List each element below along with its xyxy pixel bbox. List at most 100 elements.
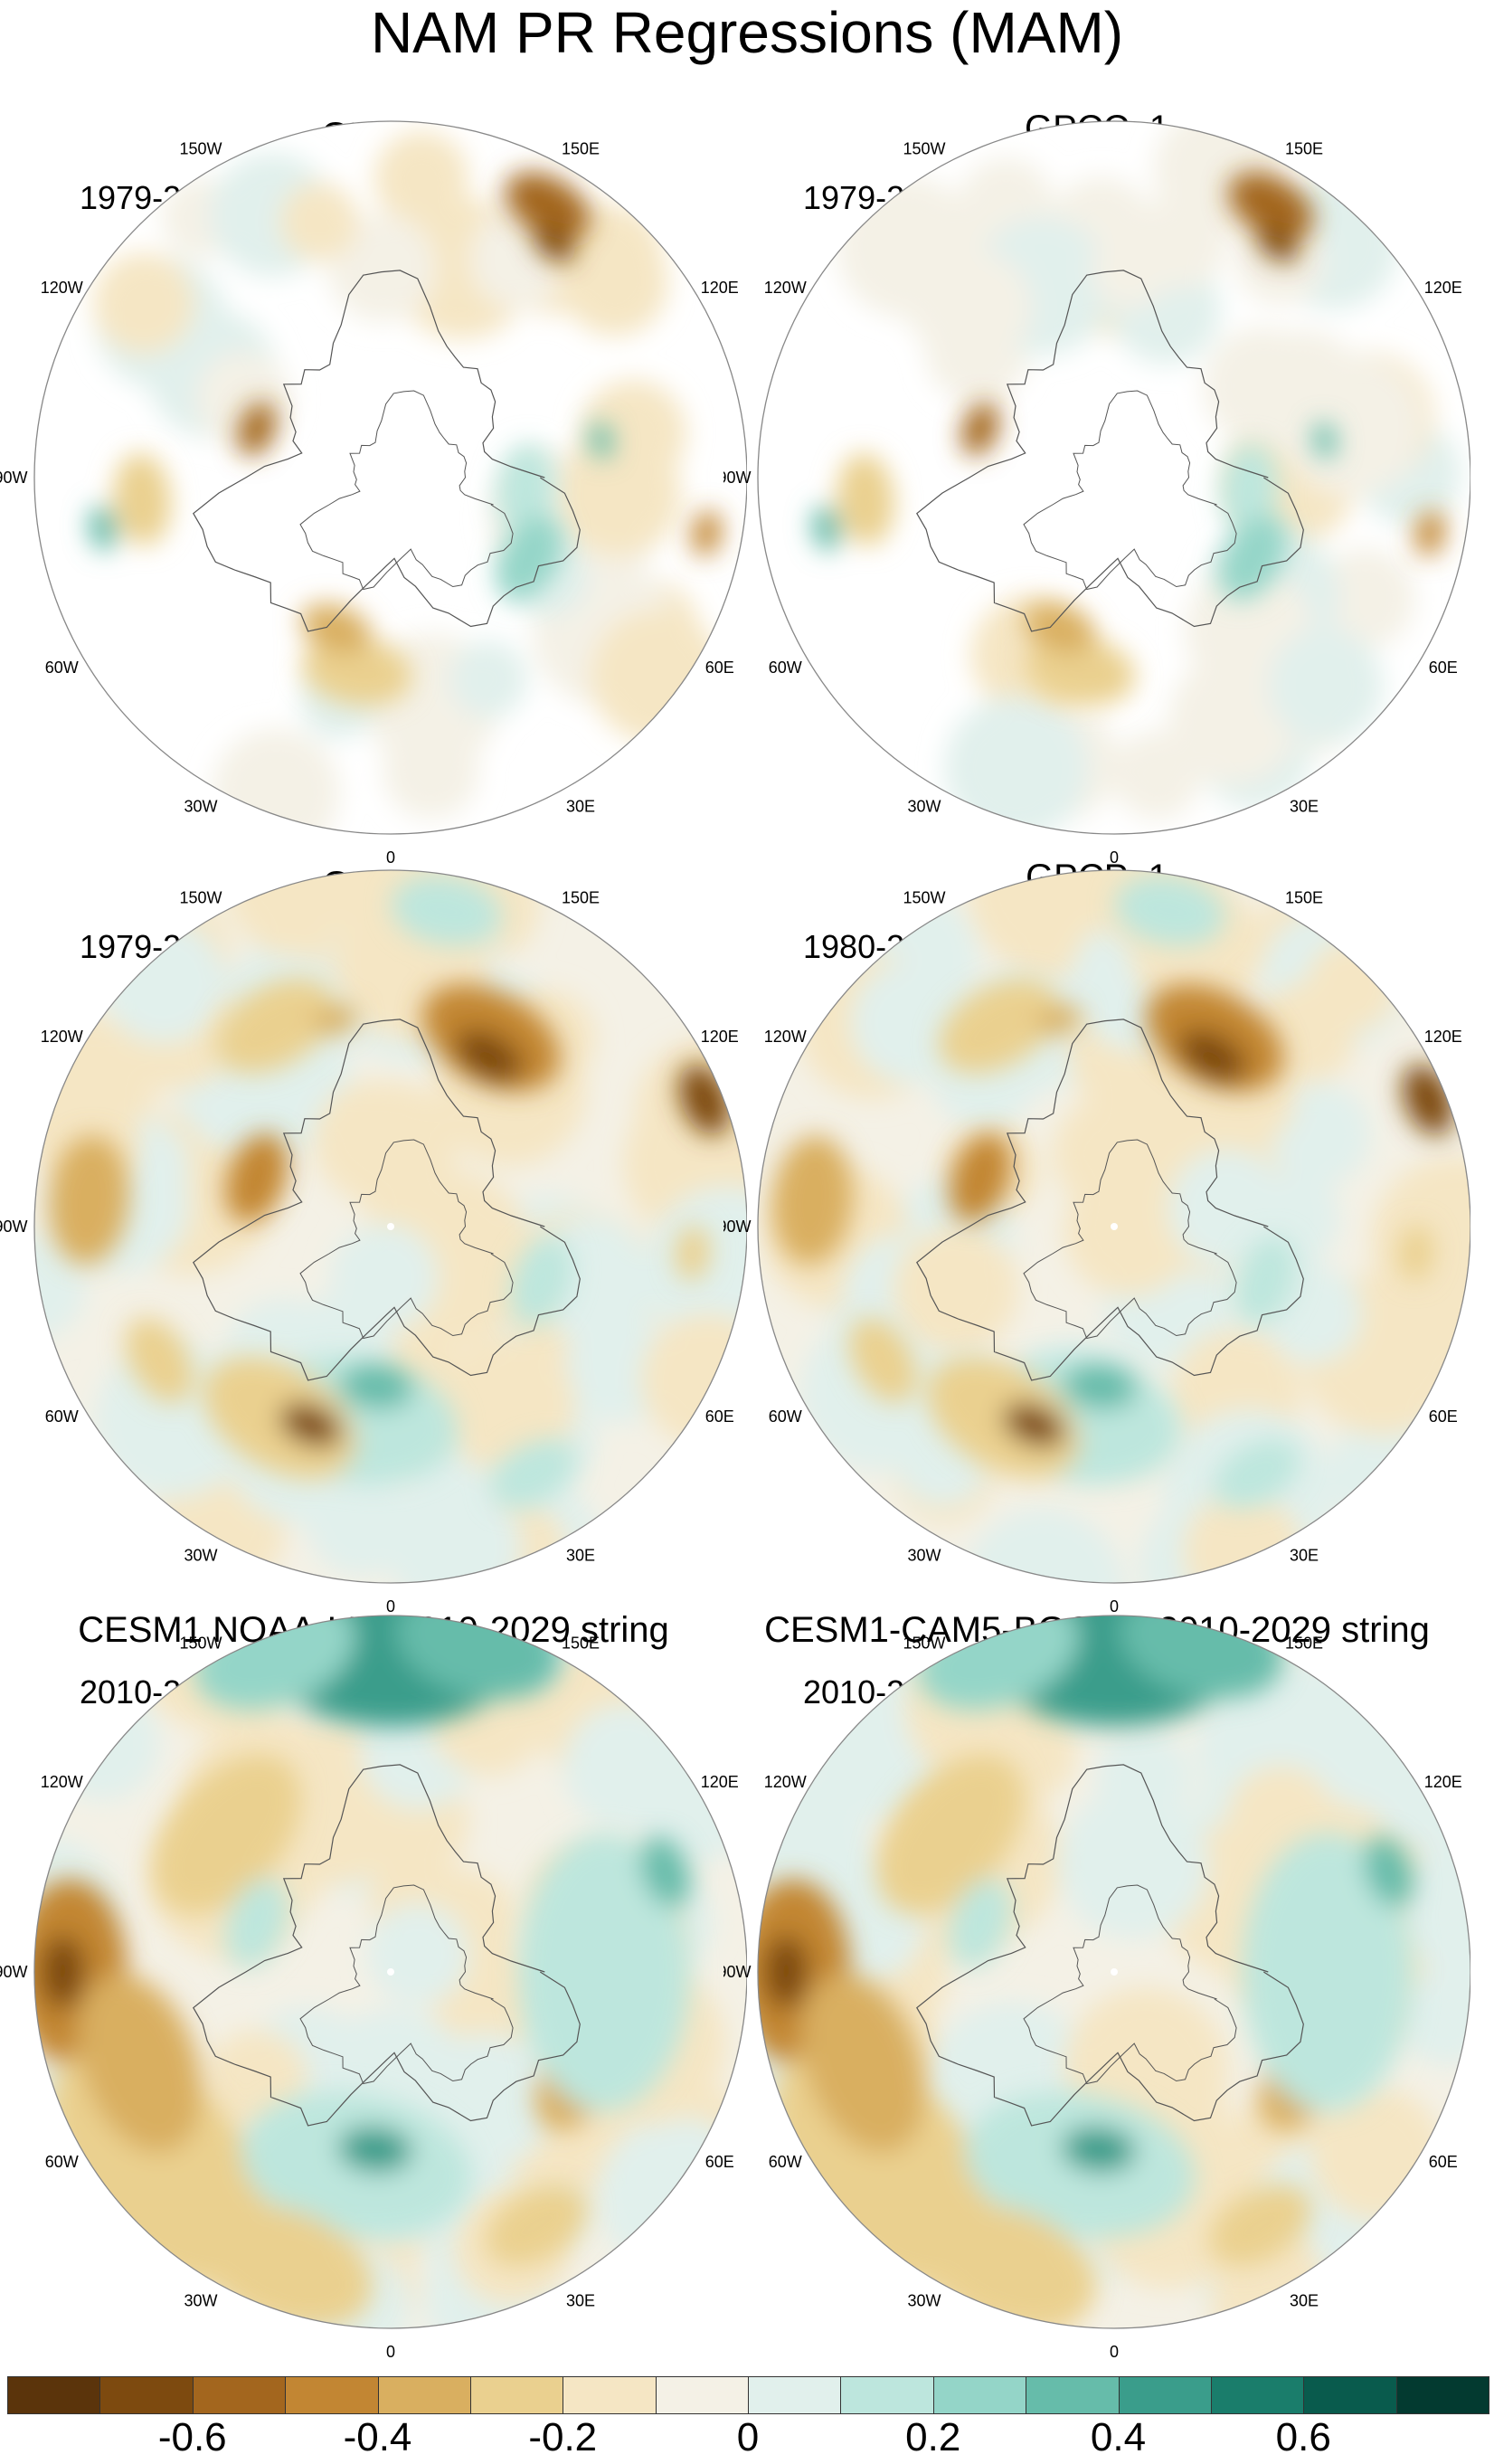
- map-field: [34, 121, 747, 834]
- anomaly-blob: [939, 978, 1058, 1074]
- lon-label: 150W: [179, 888, 222, 906]
- anomaly-blob: [640, 1836, 691, 1908]
- map-field: [34, 870, 747, 1583]
- polar-map: 180150E120E90E60E30E030W60W90W120W150W: [723, 1615, 1470, 2361]
- coastline: [916, 1019, 1304, 1381]
- anomaly-blob: [533, 226, 575, 262]
- lon-label: 60W: [769, 2153, 802, 2171]
- anomaly-blob: [225, 1132, 288, 1223]
- coastline: [1023, 390, 1237, 591]
- map-field: [758, 1616, 1470, 2328]
- field-cell: [836, 175, 979, 318]
- lon-label: 60W: [769, 659, 802, 677]
- lon-label: 120W: [764, 1773, 807, 1791]
- map-panel-gpcp: GPCP 1979-2017 180150E120E90E60E30E030W6…: [0, 865, 747, 1616]
- anomaly-blob: [125, 1317, 194, 1403]
- north-pole: [387, 474, 394, 481]
- anomaly-blob: [771, 1135, 853, 1265]
- anomaly-blob: [77, 1974, 203, 2153]
- anomaly-blob: [88, 505, 118, 552]
- field-cell: [212, 728, 340, 834]
- polar-map: 180150E120E90E60E30E030W60W90W120W150W: [0, 869, 747, 1616]
- lon-label: 150W: [179, 139, 222, 157]
- coastline: [916, 270, 1304, 632]
- lon-label: 30E: [1290, 2292, 1319, 2310]
- lon-label: 30W: [184, 2292, 217, 2310]
- colorbar: [7, 2376, 1489, 2416]
- map-field: [758, 121, 1470, 834]
- anomaly-blob: [1003, 1402, 1065, 1447]
- field-cell: [367, 1903, 469, 2005]
- map-border: [33, 120, 747, 835]
- field-cell: [1091, 231, 1169, 309]
- anomaly-blob: [215, 978, 335, 1074]
- anomaly-layer: [48, 876, 731, 1508]
- field-cell: [944, 696, 1089, 834]
- anomaly-layer: [771, 876, 1454, 1508]
- lon-label: 120E: [701, 279, 739, 297]
- anomaly-blob: [1214, 1439, 1300, 1508]
- lon-label: 60E: [1429, 659, 1458, 677]
- lon-label: 120E: [1424, 1028, 1462, 1046]
- colorbar-tick-label: -0.6: [157, 2415, 227, 2459]
- field-cell: [34, 1232, 86, 1340]
- field-cell: [313, 1080, 433, 1201]
- lon-label: 30W: [907, 798, 941, 816]
- coastline: [299, 1884, 514, 2085]
- anomaly-blob: [1177, 1029, 1247, 1085]
- field-cell: [961, 1509, 1126, 1583]
- map-field: [34, 1616, 747, 2328]
- map-field: [758, 870, 1470, 1583]
- anomaly-blob: [692, 510, 722, 556]
- colorbar-segment: [285, 2376, 379, 2414]
- lon-label: 60W: [769, 1407, 802, 1426]
- coastline: [193, 270, 581, 632]
- anomaly-blob: [337, 2126, 412, 2173]
- anomaly-blob: [848, 1317, 917, 1403]
- field-cell: [1168, 1149, 1288, 1268]
- anomaly-blob: [279, 1402, 342, 1447]
- anomaly-blob: [1234, 1237, 1297, 1326]
- lon-label: 120E: [1424, 1773, 1462, 1791]
- lon-label: 60E: [1429, 2153, 1458, 2171]
- field-cell: [1281, 353, 1423, 496]
- field-cell: [449, 640, 527, 718]
- coastline: [193, 1019, 581, 1381]
- colorbar-segment: [1026, 2376, 1120, 2414]
- colorbar-segment: [932, 2376, 1027, 2414]
- field-cell: [556, 431, 682, 557]
- anomaly-blob: [1061, 2126, 1136, 2173]
- lon-label: 0: [386, 2343, 395, 2361]
- land-field: [93, 131, 724, 834]
- map-panel-cesm1-cam5-bgc-le: CESM1-CAM5-BGC-LE 2010-2029 string 2010-…: [723, 1610, 1470, 2361]
- lon-label: 60W: [45, 2153, 79, 2171]
- field-cell: [1269, 1083, 1371, 1186]
- lon-label: 0: [1110, 848, 1119, 867]
- colorbar-tick-label: 0.6: [1275, 2415, 1331, 2459]
- lon-label: 120W: [41, 1773, 83, 1791]
- field-cell: [374, 131, 469, 226]
- field-cell: [1057, 1788, 1209, 1939]
- lon-label: 60W: [45, 1407, 79, 1426]
- lon-label: 150E: [1285, 139, 1323, 157]
- anomaly-blob: [510, 1237, 573, 1326]
- anomaly-blob: [518, 1833, 690, 2111]
- anomaly-blob: [505, 172, 591, 241]
- lon-label: 120E: [701, 1773, 739, 1791]
- anomaly-blob: [1312, 422, 1337, 460]
- field-cell: [279, 182, 359, 261]
- anomaly-blob: [391, 876, 502, 946]
- colorbar-segment: [99, 2376, 194, 2414]
- lon-label: 0: [386, 1597, 395, 1616]
- field-cell: [439, 1336, 576, 1474]
- lon-label: 150W: [903, 888, 945, 906]
- colorbar-segment: [7, 2376, 101, 2414]
- anomaly-blob: [225, 1878, 288, 1968]
- colorbar-tick-label: -0.4: [343, 2415, 412, 2459]
- colorbar-segment: [748, 2376, 842, 2414]
- lon-label: 0: [1110, 1597, 1119, 1616]
- lon-label: 90W: [723, 469, 752, 487]
- map-panel-cesm1-noaa-lim: CESM1 NOAA-LIM 2010-2029 string 2010-280…: [0, 1610, 747, 2361]
- anomaly-blob: [1025, 635, 1136, 706]
- lon-label: 90W: [723, 1218, 752, 1236]
